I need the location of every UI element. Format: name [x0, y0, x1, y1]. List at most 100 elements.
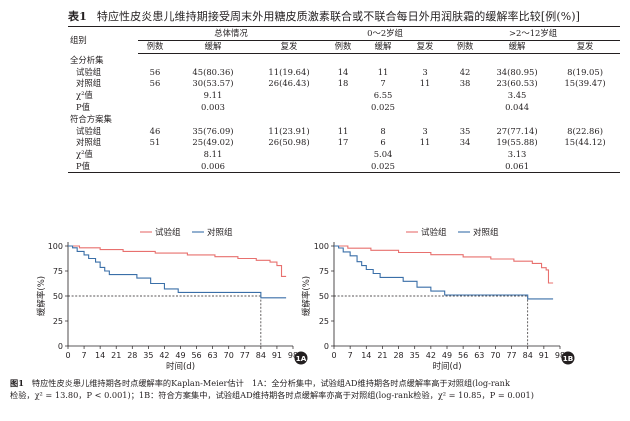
y-axis-label: 缓解率(%) [301, 276, 312, 316]
trial-group-curve [68, 245, 287, 277]
stat-value: 5.04 [373, 148, 393, 159]
header-age-0-2: 0～2岁组 [324, 26, 447, 41]
spacer-cell [550, 161, 620, 173]
table-cell: 35 [459, 125, 471, 136]
header-sub: 缓解 [362, 40, 405, 55]
spacer-cell [324, 149, 362, 161]
table-cell: 46 [149, 125, 161, 136]
table-cell: 19(55.88) [496, 137, 538, 148]
x-tick-label: 7 [82, 351, 87, 360]
stat-value: 0.006 [201, 160, 225, 171]
x-tick-label: 49 [442, 351, 452, 360]
row-label: 试验组 [76, 125, 102, 136]
x-tick-label: 56 [191, 351, 201, 360]
spacer-cell [324, 90, 362, 102]
header-overall: 总体情况 [138, 26, 325, 41]
stat-value: 0.025 [371, 101, 396, 112]
legend-label: 试验组 [421, 227, 447, 238]
table-title: 特应性皮炎患儿维持期接受周末外用糖皮质激素联合或不联合每日外用润肤霜的缓解率比较… [96, 10, 581, 23]
header-sub: 缓解 [172, 40, 254, 55]
y-tick-label: 100 [314, 242, 329, 251]
table-label: 表1 [68, 10, 87, 23]
x-axis-label: 时间(d) [432, 361, 461, 372]
stat-value: 0.025 [371, 160, 396, 171]
x-tick-label: 91 [272, 351, 282, 360]
row-label: 试验组 [76, 66, 102, 77]
stat-label: P值 [76, 101, 91, 112]
spacer-cell [324, 102, 362, 114]
stat-value: 0.003 [201, 101, 225, 112]
x-tick-label: 70 [224, 351, 234, 360]
table-cell: 7 [380, 78, 386, 89]
table-row: 对照组 56 30(53.57) 26(46.43) 18 7 11 38 23(60.53) 1… [68, 78, 620, 90]
x-tick-label: 35 [143, 351, 153, 360]
chi-square-row: χ²值 8.11 5.04 3.13 [68, 149, 620, 161]
table-cell: 45(80.36) [192, 66, 234, 77]
x-tick-label: 91 [539, 351, 549, 360]
x-tick-label: 42 [159, 351, 169, 360]
header-sub: 复发 [254, 40, 325, 55]
x-tick-label: 63 [474, 351, 484, 360]
table-cell: 14 [337, 66, 349, 77]
spacer-cell [550, 102, 620, 114]
section-row: 符合方案集 [68, 113, 620, 126]
y-tick-label: 25 [53, 317, 63, 326]
p-value-row: P值 0.003 0.025 0.044 [68, 102, 620, 114]
spacer-cell [404, 161, 446, 173]
table-cell: 11 [337, 125, 349, 136]
y-tick-label: 75 [53, 267, 63, 276]
table-cell: 56 [149, 78, 161, 89]
x-tick-label: 0 [331, 351, 336, 360]
section-title: 全分析集 [70, 55, 104, 66]
y-tick-label: 0 [58, 342, 63, 351]
spacer-cell [404, 102, 446, 114]
table-cell: 8 [380, 125, 386, 136]
spacer-cell [254, 102, 324, 114]
y-tick-label: 50 [319, 292, 329, 301]
table-cell: 11 [377, 66, 389, 77]
spacer-cell [254, 161, 324, 173]
figure-caption-line1: 图1 特应性皮炎患儿维持期各时点缓解率的Kaplan-Meier估计 1A：全分析… [10, 377, 622, 390]
x-tick-label: 70 [490, 351, 500, 360]
x-tick-label: 84 [523, 351, 533, 360]
header-sub: 复发 [550, 40, 621, 55]
kaplan-meier-svg: 0 7 14 21 28 35 42 49 56 63 70 77 84 91 980255075100时间… [36, 227, 575, 372]
x-axis-label: 时间(d) [166, 361, 195, 372]
table-cell: 8(19.05) [567, 66, 603, 77]
table-cell: 11 [419, 137, 431, 148]
stat-value: 0.061 [505, 160, 530, 171]
section-title: 符合方案集 [70, 114, 112, 125]
spacer-cell [550, 149, 620, 161]
table-row: 试验组 56 45(80.36) 11(19.64) 14 11 3 42 34(80.95) 8… [68, 67, 620, 79]
km-panel: 0 7 14 21 28 35 42 49 56 63 70 77 84 91 98 0 25 50 75 100 时间… [36, 227, 308, 372]
kaplan-meier-figures: 0 7 14 21 28 35 42 49 56 63 70 77 84 91 98 0 25 50 75 100 时间… [0, 222, 630, 421]
x-tick-label: 7 [348, 351, 353, 360]
stat-value: 9.11 [203, 89, 223, 100]
header-row-groups: 组别 总体情况 0～2岁组 >2～12岁组 [68, 26, 621, 45]
spacer-cell [446, 90, 484, 102]
y-tick-label: 75 [319, 267, 329, 276]
spacer-cell [254, 90, 324, 102]
y-tick-label: 25 [319, 317, 329, 326]
panel-badge [561, 351, 575, 365]
y-axis-label: 缓解率(%) [36, 276, 47, 316]
table-cell: 35(76.09) [192, 125, 234, 136]
spacer-cell [446, 161, 484, 173]
panel-badge-label: 1B [563, 354, 573, 363]
table-cell: 3 [422, 66, 428, 77]
table-cell: 8(22.86) [567, 125, 603, 136]
km-panel: 0 7 14 21 28 35 42 49 56 63 70 77 84 91 98 0 25 50 75 100 时间… [301, 227, 575, 372]
x-tick-label: 28 [127, 351, 137, 360]
section-row: 全分析集 [68, 54, 620, 67]
header-sub: 缓解 [484, 40, 551, 55]
stat-value: 3.45 [507, 89, 527, 100]
y-tick-label: 100 [48, 242, 63, 251]
y-tick-label: 50 [53, 292, 63, 301]
x-tick-label: 98 [288, 351, 298, 360]
legend-label: 试验组 [155, 227, 181, 238]
table-row: 试验组 46 35(76.09) 11(23.91) 11 8 3 35 27(77.14) 8(… [68, 126, 620, 138]
row-label: 对照组 [76, 78, 102, 89]
spacer-cell [404, 149, 446, 161]
spacer-cell [446, 102, 484, 114]
table-cell: 34(80.95) [496, 66, 538, 77]
